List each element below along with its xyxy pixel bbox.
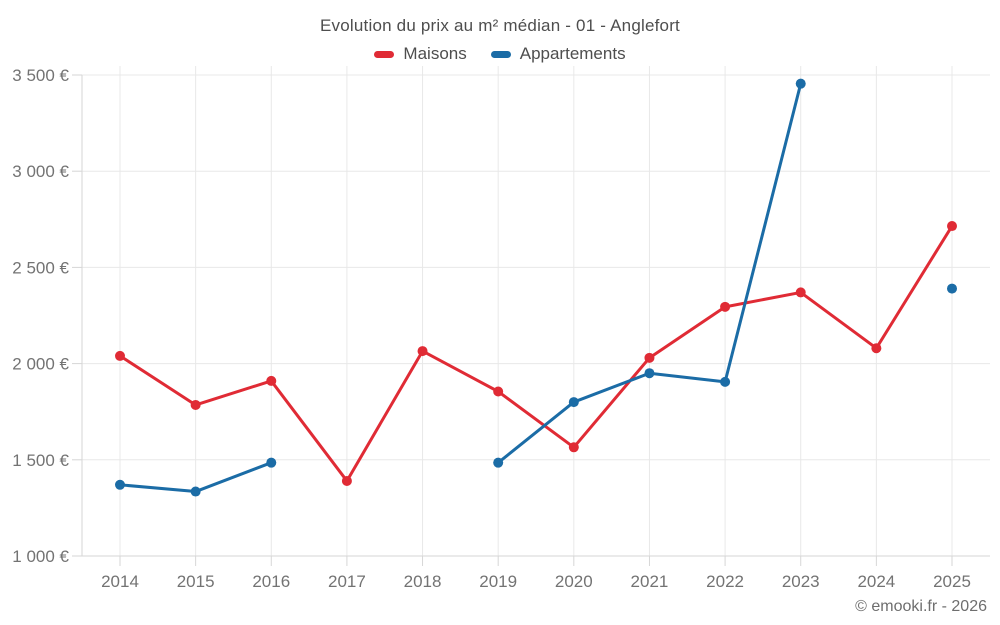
x-tick-label: 2022: [706, 572, 744, 591]
y-tick-label: 1 500 €: [12, 451, 69, 470]
y-tick-label: 3 000 €: [12, 162, 69, 181]
y-tick-label: 3 500 €: [12, 66, 69, 85]
legend-item-maisons[interactable]: Maisons: [374, 44, 467, 64]
data-point-appartements-2015[interactable]: [190, 486, 201, 497]
data-point-maisons-2023[interactable]: [795, 287, 806, 298]
x-tick-label: 2014: [101, 572, 139, 591]
data-point-maisons-2020[interactable]: [568, 442, 579, 453]
x-tick-label: 2021: [631, 572, 669, 591]
data-point-appartements-2016[interactable]: [266, 457, 277, 468]
x-tick-label: 2017: [328, 572, 366, 591]
maisons-series-swatch-icon: [374, 50, 395, 58]
data-point-maisons-2017[interactable]: [341, 475, 352, 486]
legend-label-maisons: Maisons: [403, 44, 467, 63]
chart-title: Evolution du prix au m² médian - 01 - An…: [320, 16, 680, 35]
series-line-maisons: [118, 224, 954, 483]
y-tick-label: 2 500 €: [12, 258, 69, 277]
x-tick-label: 2025: [933, 572, 971, 591]
data-point-appartements-2021[interactable]: [644, 368, 655, 379]
legend: Maisons Appartements: [0, 44, 1000, 64]
data-point-maisons-2015[interactable]: [190, 399, 201, 410]
x-tick-label: 2019: [479, 572, 517, 591]
data-point-maisons-2025[interactable]: [947, 221, 957, 232]
y-tick-label: 1 000 €: [12, 547, 69, 566]
data-point-appartements-2022[interactable]: [720, 376, 731, 387]
x-tick-label: 2015: [177, 572, 215, 591]
data-point-maisons-2016[interactable]: [266, 375, 277, 386]
data-point-appartements-2020[interactable]: [568, 397, 579, 408]
x-tick-label: 2024: [857, 572, 895, 591]
x-tick-label: 2018: [404, 572, 442, 591]
copyright-text: © emooki.fr - 2026: [855, 598, 987, 615]
data-point-maisons-2019[interactable]: [493, 386, 504, 397]
data-point-appartements-2019[interactable]: [493, 457, 504, 468]
legend-item-appartements[interactable]: Appartements: [490, 44, 626, 64]
data-point-maisons-2024[interactable]: [871, 343, 882, 354]
legend-label-appartements: Appartements: [519, 44, 626, 63]
data-point-maisons-2018[interactable]: [417, 346, 428, 357]
x-tick-label: 2020: [555, 572, 593, 591]
data-point-maisons-2014[interactable]: [115, 350, 125, 361]
data-point-appartements-2014[interactable]: [115, 479, 125, 490]
x-tick-label: 2023: [782, 572, 820, 591]
x-tick-label: 2016: [252, 572, 290, 591]
data-point-maisons-2022[interactable]: [720, 301, 731, 312]
data-point-appartements-2025[interactable]: [947, 283, 957, 294]
y-tick-label: 2 000 €: [12, 355, 69, 374]
data-point-maisons-2021[interactable]: [644, 352, 655, 363]
appartements-series-swatch-icon: [490, 50, 511, 58]
data-point-appartements-2023[interactable]: [795, 78, 806, 89]
